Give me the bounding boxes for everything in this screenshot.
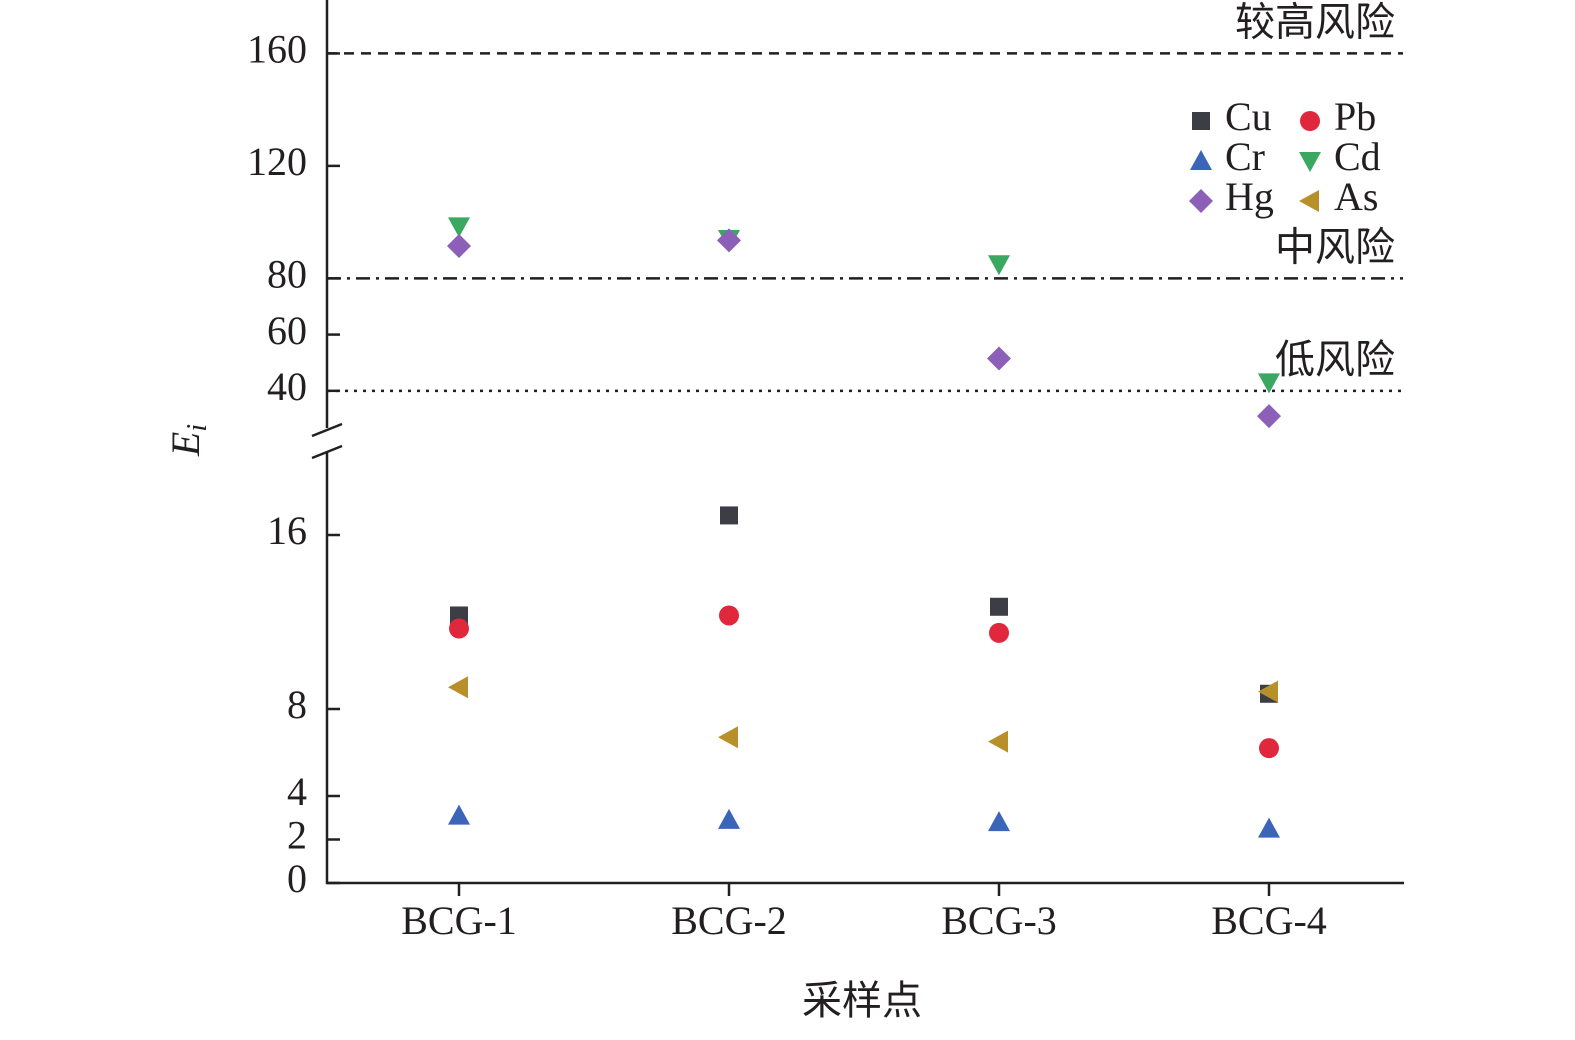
- marker-triangle-up: [718, 808, 740, 829]
- marker-diamond: [987, 346, 1011, 371]
- x-axis-title: 采样点: [802, 978, 922, 1023]
- marker-square: [990, 597, 1008, 616]
- legend-label: Pb: [1334, 94, 1376, 139]
- marker-circle: [449, 618, 469, 639]
- reference-label: 中风险: [1275, 225, 1395, 270]
- marker-circle: [1259, 738, 1279, 759]
- legend-label: Hg: [1225, 174, 1274, 219]
- y-tick-label: 16: [267, 508, 307, 553]
- y-tick-label: 4: [287, 769, 307, 814]
- marker-triangle-up: [448, 804, 470, 825]
- x-tick-label: BCG-2: [671, 898, 787, 943]
- y-tick-label: 2: [287, 813, 307, 858]
- x-tick-label: BCG-4: [1211, 898, 1327, 943]
- marker-diamond: [1257, 404, 1281, 429]
- x-tick-label: BCG-3: [941, 898, 1057, 943]
- y-axis-title: Ei: [163, 424, 213, 457]
- marker-circle: [1300, 111, 1320, 131]
- y-tick-label: 40: [267, 364, 307, 409]
- marker-circle: [989, 622, 1009, 643]
- marker-triangle-up: [1258, 817, 1280, 838]
- marker-triangle-left: [448, 676, 468, 699]
- axis-break: [311, 422, 343, 438]
- reference-label: 低风险: [1275, 337, 1395, 382]
- y-tick-label: 160: [247, 27, 307, 72]
- marker-diamond: [1189, 189, 1213, 213]
- legend-label: Cr: [1225, 134, 1265, 179]
- marker-circle: [719, 605, 739, 626]
- marker-square: [1192, 112, 1210, 130]
- legend-label: Cu: [1225, 94, 1272, 139]
- marker-triangle-down: [1258, 373, 1280, 394]
- legend-label: Cd: [1334, 134, 1381, 179]
- marker-triangle-up: [1190, 150, 1212, 170]
- marker-square: [720, 506, 738, 525]
- y-tick-label: 8: [287, 682, 307, 727]
- marker-triangle-down: [1299, 152, 1321, 172]
- marker-diamond: [447, 234, 471, 259]
- y-tick-label: 80: [267, 252, 307, 297]
- y-tick-label: 0: [287, 856, 307, 901]
- marker-triangle-down: [988, 255, 1010, 276]
- y-axis-title-main: E: [163, 432, 208, 457]
- marker-triangle-left: [988, 730, 1008, 753]
- marker-triangle-up: [988, 811, 1010, 832]
- y-axis-title-sub: i: [182, 424, 213, 432]
- y-tick-label: 60: [267, 308, 307, 353]
- reference-label: 较高风险: [1235, 0, 1395, 45]
- x-tick-label: BCG-1: [401, 898, 517, 943]
- marker-diamond: [717, 228, 741, 253]
- marker-triangle-down: [448, 217, 470, 238]
- marker-triangle-left: [1299, 190, 1319, 212]
- marker-triangle-left: [718, 726, 738, 749]
- marker-triangle-left: [1258, 680, 1278, 703]
- y-tick-label: 120: [247, 139, 307, 184]
- legend-label: As: [1334, 174, 1378, 219]
- axis-break: [311, 444, 343, 460]
